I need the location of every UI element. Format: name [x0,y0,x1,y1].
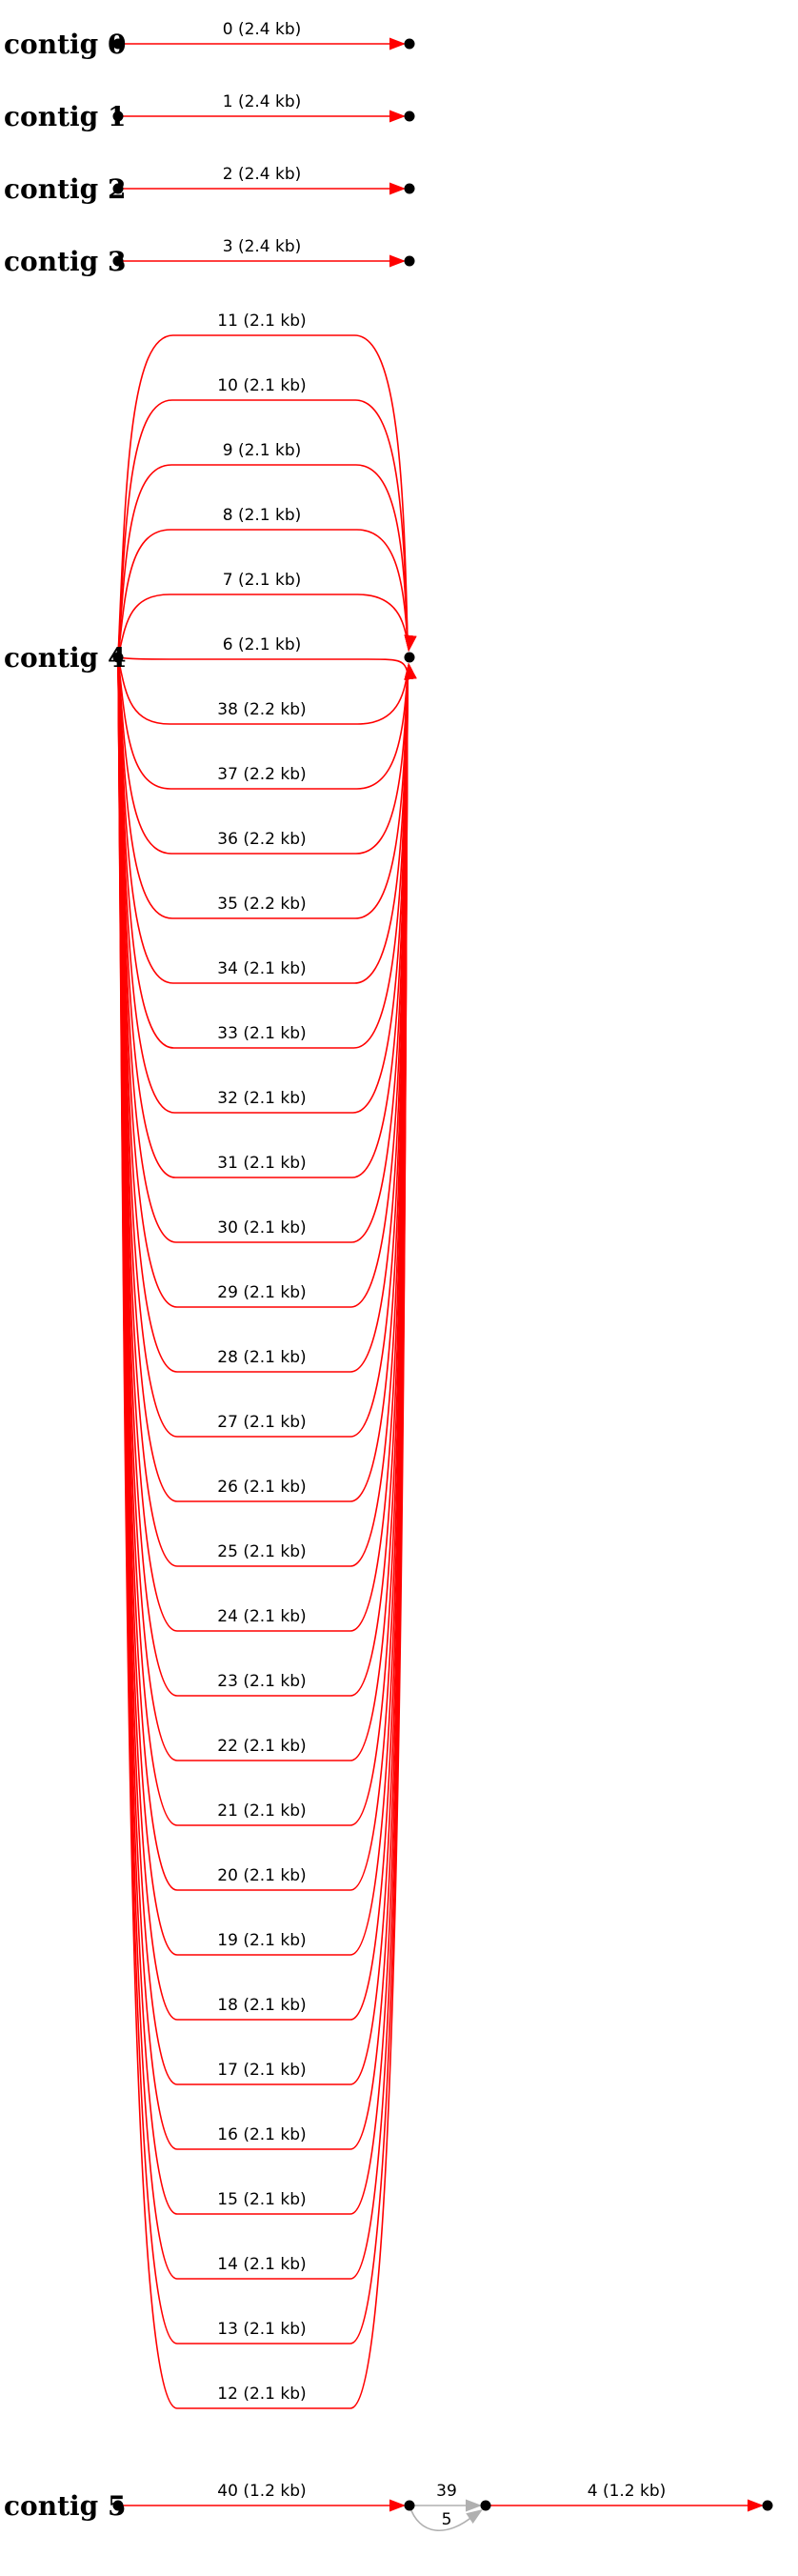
edge-4-arrow [748,2499,764,2512]
edge-27-line [117,656,409,1438]
edge-5-arrow [466,2509,483,2524]
edge-35-label: 35 (2.2 kb) [217,895,306,914]
contig-5-start-node [112,2500,124,2511]
edge-8-label: 8 (2.1 kb) [223,506,302,525]
edge-27-label: 27 (2.1 kb) [217,1413,306,1432]
edge-12-arrow [404,663,417,680]
contig-0-end-node [404,38,415,50]
edge-38-line [117,656,409,725]
contig-5-node-a [404,2500,415,2511]
edge-17-label: 17 (2.1 kb) [217,2061,306,2080]
contig-5-end-node [762,2500,773,2511]
edge-24-label: 24 (2.1 kb) [217,1607,306,1626]
edge-35-line [117,656,409,919]
edge-14-label: 14 (2.1 kb) [217,2255,306,2274]
edge-11-line [117,334,409,658]
edge-20-label: 20 (2.1 kb) [217,1866,306,1885]
edge-28-label: 28 (2.1 kb) [217,1348,306,1367]
edge-3-arrow [389,254,406,268]
edge-37-line [117,656,409,790]
edge-5-label: 5 [442,2510,452,2529]
edge-39-label: 39 [436,2482,457,2501]
edge-21-label: 21 (2.1 kb) [217,1801,306,1821]
edge-5-line [409,2505,475,2532]
edge-23-label: 23 (2.1 kb) [217,1672,306,1691]
edge-13-label: 13 (2.1 kb) [217,2320,306,2339]
contig-4-end-node [404,652,415,663]
edge-10-label: 10 (2.1 kb) [217,376,306,395]
edge-7-line [117,594,409,658]
contig-2-label: contig 2 [4,173,126,205]
edge-29-line [117,656,409,1308]
edge-22-line [117,656,409,1761]
edge-12-label: 12 (2.1 kb) [217,2385,306,2404]
edge-16-label: 16 (2.1 kb) [217,2125,306,2144]
contig-1-start-node [112,111,124,122]
contig-4-start-node [112,652,124,663]
contig-5-node-b [480,2500,491,2511]
edge-18-label: 18 (2.1 kb) [217,1996,306,2015]
edge-1-arrow [389,110,406,123]
contig-3-start-node [112,255,124,267]
edge-31-label: 31 (2.1 kb) [217,1154,306,1173]
edge-7-arrow [404,634,417,652]
edge-32-label: 32 (2.1 kb) [217,1089,306,1108]
edge-26-label: 26 (2.1 kb) [217,1478,306,1497]
edge-34-label: 34 (2.1 kb) [217,959,306,978]
edge-36-label: 36 (2.2 kb) [217,830,306,849]
edge-12-line [117,656,409,2409]
edge-16-line [117,656,409,2150]
edge-2-label: 2 (2.4 kb) [223,165,302,184]
contig-0-label: contig 0 [4,29,126,60]
edge-1-label: 1 (2.4 kb) [223,92,302,111]
edge-2-arrow [389,182,406,195]
edge-6-line [117,656,409,674]
edge-34-line [117,656,409,984]
edge-33-line [117,656,409,1049]
edge-40-label: 40 (1.2 kb) [217,2482,306,2501]
edge-0-arrow [389,37,406,50]
edge-33-label: 33 (2.1 kb) [217,1024,306,1043]
edge-0-label: 0 (2.4 kb) [223,20,302,39]
edge-9-label: 9 (2.1 kb) [223,441,302,460]
contig-1-end-node [404,111,415,122]
edge-3-label: 3 (2.4 kb) [223,237,302,256]
edge-32-line [117,656,409,1114]
edge-31-line [117,656,409,1178]
contig-2-start-node [112,183,124,194]
contig-0-start-node [112,38,124,50]
edge-36-line [117,656,409,855]
edge-37-label: 37 (2.2 kb) [217,765,306,784]
edge-6-label: 6 (2.1 kb) [223,635,302,654]
contig-2-end-node [404,183,415,194]
edge-8-line [117,529,409,658]
edge-23-line [117,656,409,1697]
contig-1-label: contig 1 [4,101,126,132]
edge-19-label: 19 (2.1 kb) [217,1931,306,1950]
contig-5-label: contig 5 [4,2490,126,2522]
edge-29-label: 29 (2.1 kb) [217,1283,306,1302]
edge-15-line [117,656,409,2215]
edge-7-label: 7 (2.1 kb) [223,571,302,590]
contig-3-end-node [404,255,415,267]
edge-38-label: 38 (2.2 kb) [217,700,306,719]
edge-28-line [117,656,409,1373]
contig-4-label: contig 4 [4,642,126,674]
edge-15-label: 15 (2.1 kb) [217,2190,306,2209]
edge-11-label: 11 (2.1 kb) [217,312,306,331]
edge-4-label: 4 (1.2 kb) [588,2482,667,2501]
edge-9-line [117,464,409,658]
edge-30-label: 30 (2.1 kb) [217,1218,306,1238]
contig-3-label: contig 3 [4,246,126,277]
edge-10-line [117,399,409,658]
edge-25-label: 25 (2.1 kb) [217,1542,306,1561]
edge-39-arrow [466,2499,482,2512]
edge-22-label: 22 (2.1 kb) [217,1737,306,1756]
edge-30-line [117,656,409,1243]
edge-40-arrow [389,2499,406,2512]
